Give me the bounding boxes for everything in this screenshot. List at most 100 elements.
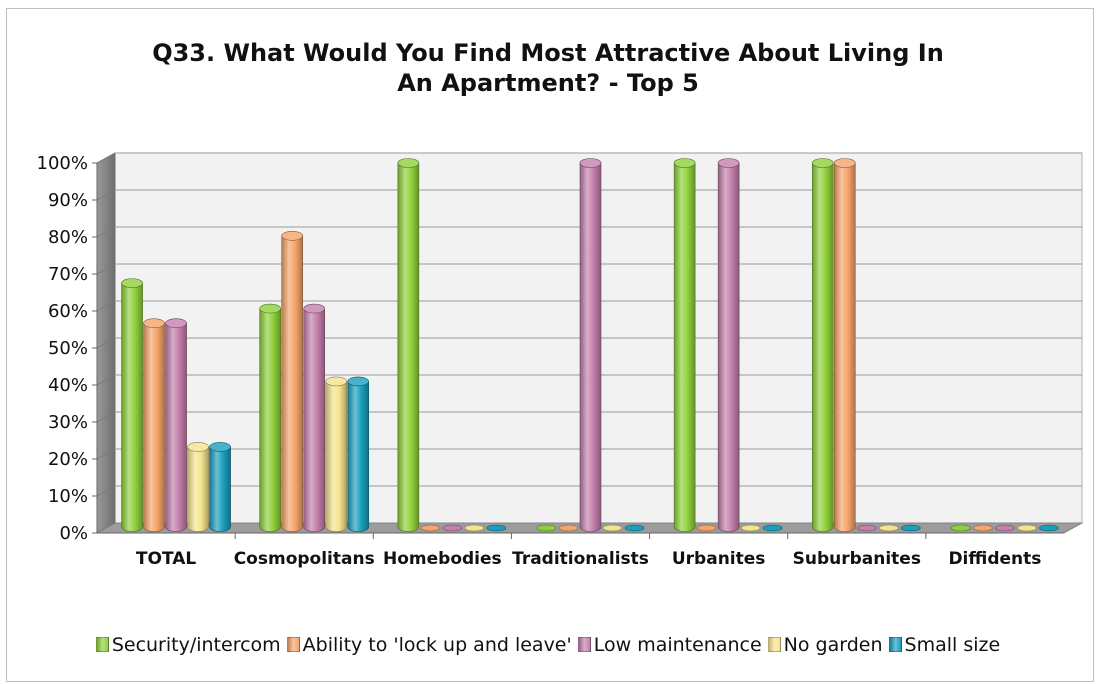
- bar: [121, 278, 143, 532]
- bar: [209, 442, 231, 532]
- bar-top: [486, 524, 507, 532]
- bar: [187, 442, 209, 532]
- bar-body: [259, 308, 282, 532]
- gridline-side: [96, 485, 116, 497]
- chart-legend: Security/intercom Ability to 'lock up and…: [0, 634, 1096, 656]
- bar: [442, 524, 463, 532]
- gridline-side: [96, 374, 116, 386]
- bar-top: [442, 524, 463, 532]
- bar: [740, 524, 761, 532]
- bar: [1039, 524, 1059, 532]
- x-tick-label: Diffidents: [948, 549, 1041, 569]
- x-tick-label: Suburbanites: [793, 549, 921, 569]
- bar: [995, 524, 1015, 532]
- legend-label: Security/intercom: [111, 634, 281, 656]
- bar-body: [121, 282, 143, 532]
- chart-title-line1: Q33. What Would You Find Most Attractive…: [152, 39, 944, 67]
- bar-top: [536, 524, 557, 532]
- bar: [833, 158, 856, 532]
- gridline-side: [96, 337, 116, 349]
- bar: [486, 524, 507, 532]
- bar: [165, 318, 187, 532]
- bar-top: [143, 318, 165, 328]
- legend-item: Low maintenance: [577, 634, 762, 656]
- bar-body: [579, 162, 602, 532]
- bar: [624, 524, 645, 532]
- bar-body: [833, 162, 856, 532]
- legend-item: Small size: [888, 634, 1001, 656]
- bar: [259, 303, 282, 532]
- x-tick-label: Traditionalists: [512, 549, 649, 569]
- y-tick-label: 50%: [48, 338, 88, 359]
- bar: [325, 376, 348, 532]
- bar-top: [673, 158, 696, 168]
- bar: [878, 524, 899, 532]
- bar-top: [579, 158, 602, 168]
- bar: [602, 524, 623, 532]
- bar-top: [696, 524, 717, 532]
- bar: [696, 524, 717, 532]
- legend-label: Low maintenance: [593, 634, 762, 656]
- y-tick-label: 0%: [59, 523, 88, 544]
- legend-item: No garden: [767, 634, 883, 656]
- y-tick-label: 80%: [48, 227, 88, 248]
- y-tick-label: 30%: [48, 412, 88, 433]
- bar-top: [397, 158, 420, 168]
- legend-swatch: [888, 637, 902, 652]
- bar-top: [325, 376, 348, 387]
- x-tick-label: TOTAL: [136, 549, 196, 569]
- y-tick-label: 40%: [48, 375, 88, 396]
- chart-title: Q33. What Would You Find Most Attractive…: [0, 38, 1096, 98]
- bar-body: [325, 381, 348, 532]
- legend-swatch: [767, 637, 781, 652]
- bar-top: [602, 524, 623, 532]
- bar: [673, 158, 696, 532]
- bar-body: [811, 162, 834, 532]
- bar-top: [187, 442, 209, 452]
- y-tick-label: 10%: [48, 486, 88, 507]
- legend-swatch: [95, 637, 109, 652]
- legend-label: Ability to 'lock up and leave': [302, 634, 572, 656]
- bar: [811, 158, 834, 532]
- bar-top: [951, 524, 971, 532]
- bar-top: [281, 231, 304, 241]
- bar: [558, 524, 579, 532]
- bar: [1017, 524, 1037, 532]
- bar-top: [833, 158, 856, 168]
- bar: [303, 303, 326, 532]
- bar-body: [347, 381, 370, 532]
- bar-top: [762, 524, 783, 532]
- bar-top: [347, 376, 370, 387]
- bar: [347, 376, 370, 532]
- bar-top: [900, 524, 921, 532]
- bar-top: [973, 524, 993, 532]
- bar-top: [259, 303, 282, 314]
- bar: [281, 231, 304, 532]
- gridline-side: [96, 263, 116, 275]
- gridline-side: [96, 189, 116, 201]
- x-tick-label: Cosmopolitans: [234, 549, 375, 569]
- bar: [420, 524, 441, 532]
- gridline-side: [96, 448, 116, 460]
- bar-body: [303, 308, 326, 532]
- bar-top: [1017, 524, 1037, 532]
- gridline-side: [96, 226, 116, 238]
- x-tick-label: Urbanites: [672, 549, 766, 569]
- bar-top: [995, 524, 1015, 532]
- y-tick-label: 60%: [48, 301, 88, 322]
- bar-top: [558, 524, 579, 532]
- bar: [762, 524, 783, 532]
- gridline-side: [96, 152, 116, 164]
- bar-body: [143, 322, 165, 532]
- chart-title-line2: An Apartment? - Top 5: [397, 69, 699, 97]
- bar: [464, 524, 485, 532]
- gridline-side: [96, 300, 116, 312]
- bar-top: [1039, 524, 1059, 532]
- bar-top: [878, 524, 899, 532]
- bar-body: [165, 322, 187, 532]
- bar-body: [717, 162, 740, 532]
- legend-label: Small size: [904, 634, 1001, 656]
- bar-top: [464, 524, 485, 532]
- bar-top: [624, 524, 645, 532]
- gridline-side: [96, 411, 116, 423]
